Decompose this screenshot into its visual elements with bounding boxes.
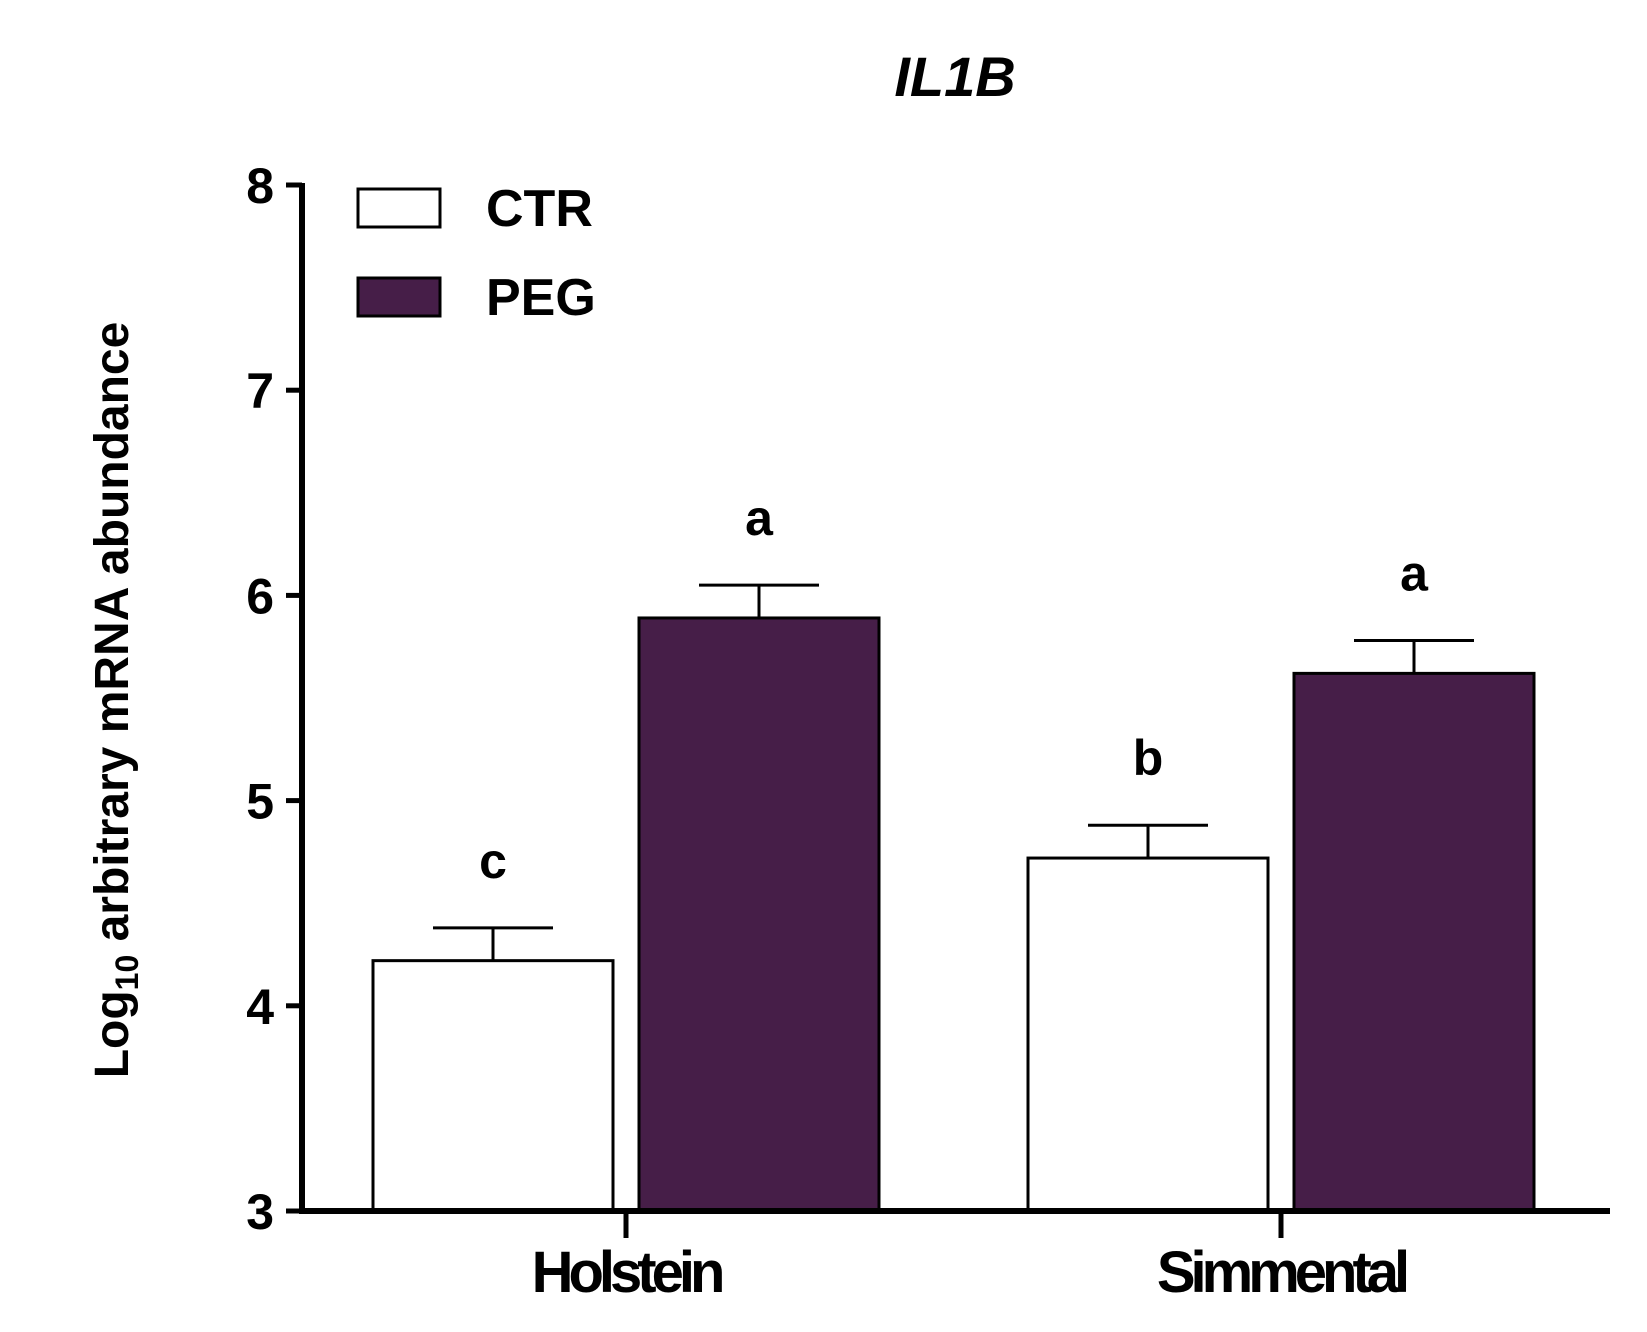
y-ticks-group: 3 4 5 6 7 8	[246, 158, 302, 1240]
legend-label-peg: PEG	[486, 269, 596, 327]
y-axis-label-prefix: Log	[86, 990, 139, 1078]
bar-peg-holstein	[637, 616, 881, 1213]
y-tick-label-3: 3	[246, 1184, 274, 1240]
x-tick-label-holstein: Holstein	[532, 1240, 722, 1305]
sig-letter-ctr-simmental: b	[1133, 730, 1164, 786]
y-axis-label-suffix: arbitrary mRNA abundance	[86, 322, 139, 955]
bars-group	[371, 616, 1536, 1213]
x-tick-label-simmental: Simmental	[1157, 1240, 1407, 1305]
y-tick-label-8: 8	[246, 158, 274, 214]
x-ticks-group: Holstein Simmental	[532, 1211, 1412, 1305]
sig-letter-peg-simmental: a	[1400, 546, 1429, 602]
y-tick-label-4: 4	[246, 979, 274, 1035]
legend-label-ctr: CTR	[486, 180, 593, 238]
y-axis-label: Log10 arbitrary mRNA abundance	[86, 322, 145, 1079]
significance-letters-group: c a b a	[479, 490, 1429, 889]
error-bars-group	[433, 583, 1474, 961]
legend-swatch-peg	[356, 276, 442, 318]
y-tick-label-5: 5	[246, 774, 274, 830]
chart-title: IL1B	[894, 45, 1015, 108]
sig-letter-ctr-holstein: c	[479, 833, 507, 889]
bar-peg-simmental	[1292, 671, 1536, 1213]
bar-ctr-holstein	[371, 959, 615, 1213]
legend-swatch-ctr	[356, 187, 442, 229]
bar-ctr-simmental	[1026, 856, 1270, 1213]
legend: CTR PEG	[356, 180, 596, 327]
y-tick-label-7: 7	[246, 363, 274, 419]
sig-letter-peg-holstein: a	[745, 490, 774, 546]
y-axis-label-subscript: 10	[109, 955, 145, 991]
y-tick-label-6: 6	[246, 568, 274, 624]
